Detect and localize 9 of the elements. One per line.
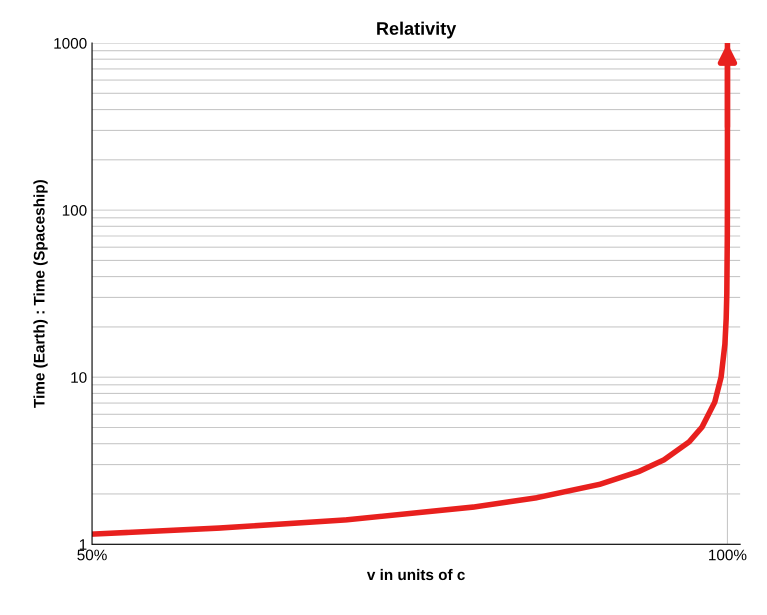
y-tick-label: 1 (80, 539, 86, 550)
y-tick-label: 100 (62, 204, 87, 216)
chart-title: Relativity (377, 22, 456, 38)
x-tick-label: 50% (77, 550, 107, 560)
y-axis-title: Time (Earth) : Time (Spaceship) (33, 180, 48, 408)
y-tick-label: 10 (71, 372, 87, 383)
x-axis-title: v in units of c (366, 568, 465, 580)
y-tick-label: 1000 (54, 38, 87, 49)
x-tick-label: 100% (709, 550, 746, 560)
